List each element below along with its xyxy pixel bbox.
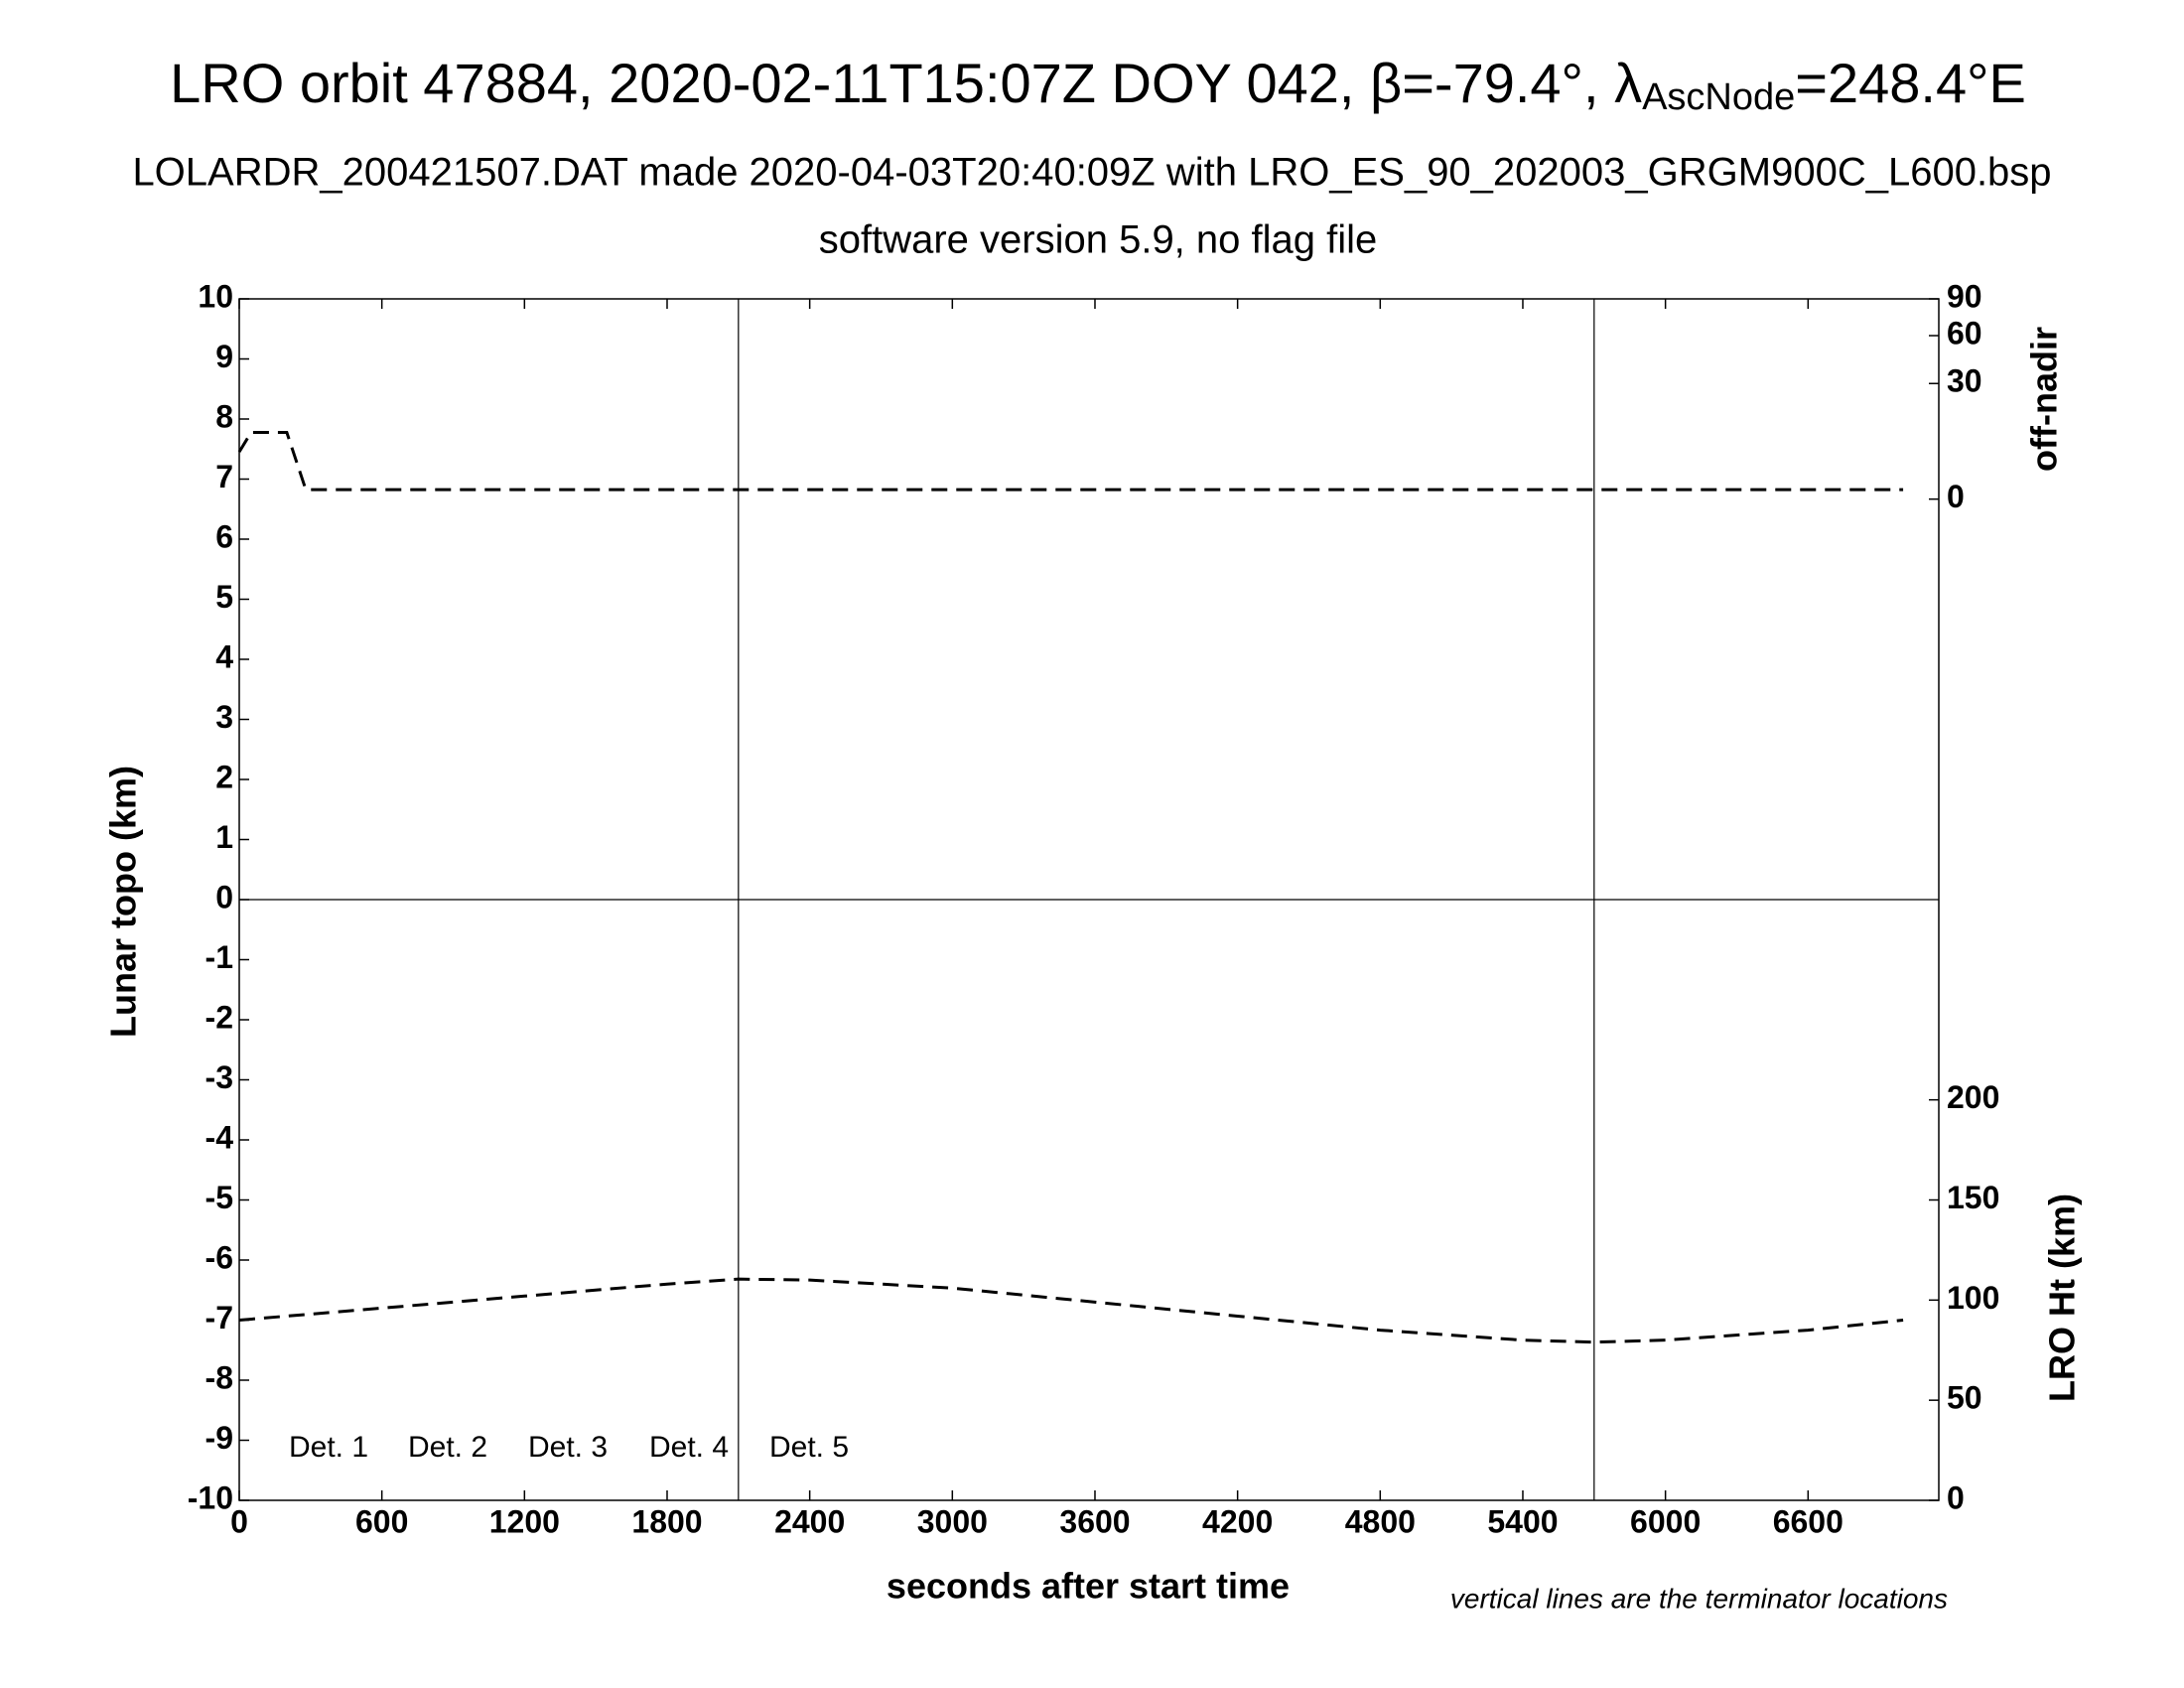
y-tick-label: -4 (205, 1119, 234, 1155)
x-tick-label: 3000 (917, 1503, 988, 1539)
y-tick-label: 6 (215, 518, 233, 554)
data-line (237, 430, 1904, 492)
y-tick-label: 9 (215, 339, 233, 374)
y-tick-label: -8 (205, 1359, 233, 1395)
x-tick-label: 1800 (631, 1503, 702, 1539)
y2-tick-label: 100 (1947, 1280, 1999, 1316)
y3-tick-label: 90 (1947, 278, 1982, 314)
x-axis-label: seconds after start time (887, 1566, 1290, 1607)
y3-tick-label: 30 (1947, 363, 1982, 399)
y2-tick-label: 150 (1947, 1180, 1999, 1215)
y-tick-label: -7 (205, 1300, 233, 1336)
y-tick-label: 3 (215, 699, 233, 735)
y-tick-label: 1 (215, 819, 233, 855)
legend-entry: Det. 3 (528, 1431, 608, 1464)
y-tick-label: -5 (205, 1180, 233, 1215)
legend-entry: Det. 5 (769, 1431, 849, 1464)
y3-axis-label: off-nadir (2024, 327, 2065, 472)
y2-tick-label: 0 (1947, 1479, 1965, 1515)
y-tick-label: -9 (205, 1420, 233, 1456)
title-part: =248.4°E (1795, 52, 2026, 114)
x-tick-label: 6600 (1773, 1503, 1843, 1539)
y-tick-label: -3 (205, 1059, 233, 1095)
x-tick-label: 1200 (489, 1503, 560, 1539)
y-tick-label: -1 (205, 939, 233, 975)
y-tick-label: 5 (215, 579, 233, 615)
x-tick-label: 4800 (1345, 1503, 1416, 1539)
title-subscript: AscNode (1642, 76, 1795, 118)
x-tick-label: 2400 (774, 1503, 845, 1539)
y3-tick-label: 0 (1947, 479, 1965, 514)
title-part: LRO orbit 47884, 2020-02-11T15:07Z DOY 0… (170, 52, 1642, 114)
legend-entry: Det. 2 (408, 1431, 487, 1464)
data-line (238, 1277, 1904, 1344)
y-tick-label: -6 (205, 1239, 233, 1275)
y-tick-label: 7 (215, 459, 233, 494)
x-tick-label: 0 (230, 1503, 248, 1539)
y-tick-label: -10 (188, 1479, 233, 1515)
legend-entry: Det. 1 (289, 1431, 368, 1464)
chart-title: LRO orbit 47884, 2020-02-11T15:07Z DOY 0… (170, 52, 2026, 118)
y2-tick-label: 50 (1947, 1380, 1982, 1416)
y-tick-label: 2 (215, 759, 233, 794)
x-tick-label: 3600 (1059, 1503, 1130, 1539)
y-axis-label: Lunar topo (km) (103, 766, 144, 1038)
y-tick-label: 10 (198, 278, 233, 314)
y2-tick-label: 200 (1947, 1079, 1999, 1115)
x-tick-label: 6000 (1630, 1503, 1701, 1539)
y-tick-label: 0 (215, 879, 233, 914)
y-tick-label: -2 (205, 999, 233, 1035)
subtitle: LOLARDR_200421507.DAT made 2020-04-03T20… (132, 151, 2051, 195)
y-tick-label: 8 (215, 398, 233, 434)
y3-tick-label: 60 (1947, 315, 1982, 351)
x-tick-label: 600 (355, 1503, 408, 1539)
x-tick-label: 5400 (1487, 1503, 1558, 1539)
y2-axis-label: LRO Ht (km) (2042, 1194, 2083, 1402)
y-tick-label: 4 (215, 638, 233, 674)
note: vertical lines are the terminator locati… (1450, 1583, 1948, 1614)
subtitle: software version 5.9, no flag file (819, 218, 1378, 262)
x-tick-label: 4200 (1202, 1503, 1273, 1539)
legend-entry: Det. 4 (649, 1431, 729, 1464)
